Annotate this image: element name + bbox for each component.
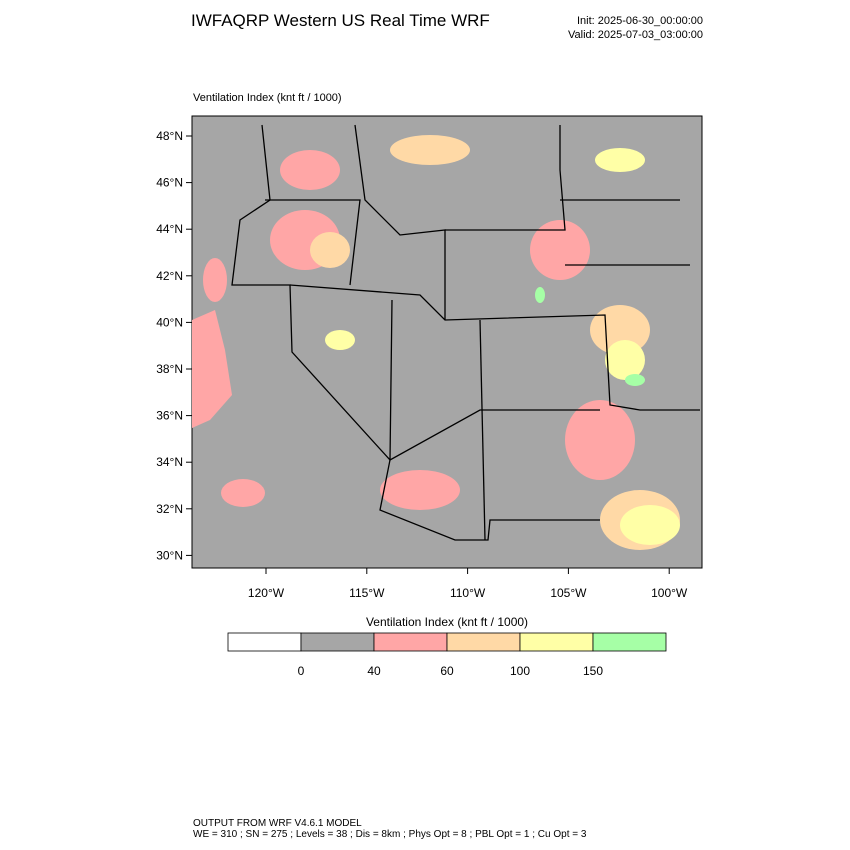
colorbar-label: 40 (367, 664, 381, 678)
lat-label: 46°N (156, 176, 183, 190)
state-borders (231, 124, 700, 541)
colorbar-segment (227, 632, 302, 652)
colorbar-label: 100 (510, 664, 530, 678)
footer-line: WE = 310 ; SN = 275 ; Levels = 38 ; Dis … (193, 829, 587, 840)
lon-label: 120°W (248, 586, 285, 600)
colorbar-segment (592, 632, 667, 652)
lat-label: 32°N (156, 502, 183, 516)
colorbar-segment (519, 632, 594, 652)
lon-axis: 120°W 115°W 110°W 105°W 100°W (248, 568, 688, 600)
title: IWFAQRP Western US Real Time WRF (191, 11, 490, 30)
lat-label: 36°N (156, 409, 183, 423)
blobs-yellow (325, 148, 680, 545)
lat-label: 34°N (156, 455, 183, 469)
footer-line: OUTPUT FROM WRF V4.6.1 MODEL (193, 818, 362, 829)
lat-label: 48°N (156, 129, 183, 143)
lat-label: 42°N (156, 269, 183, 283)
lon-label: 110°W (450, 586, 486, 600)
colorbar-label: 0 (298, 664, 305, 678)
lat-label: 40°N (156, 315, 183, 329)
colorbar-title: Ventilation Index (knt ft / 1000) (366, 615, 528, 629)
map-label: Ventilation Index (knt ft / 1000) (193, 92, 342, 104)
valid-time: Valid: 2025-07-03_03:00:00 (568, 29, 703, 41)
lat-label: 38°N (156, 362, 183, 376)
colorbar-segment (373, 632, 448, 652)
colorbar: 0 40 60 100 150 (227, 632, 667, 678)
blobs-green (535, 287, 645, 386)
colorbar-label: 60 (440, 664, 454, 678)
lat-label: 30°N (156, 548, 183, 562)
colorbar-segment (300, 632, 375, 652)
colorbar-label: 150 (583, 664, 603, 678)
init-time: Init: 2025-06-30_00:00:00 (577, 15, 703, 27)
lat-label: 44°N (156, 222, 183, 236)
lon-label: 100°W (651, 586, 688, 600)
lon-label: 115°W (349, 586, 385, 600)
colorbar-segment (446, 632, 521, 652)
map (191, 115, 703, 569)
lon-label: 105°W (550, 586, 587, 600)
lat-axis: 48°N 46°N 44°N 42°N 40°N 38°N 36°N 34°N 32°N 30°N (156, 129, 192, 562)
